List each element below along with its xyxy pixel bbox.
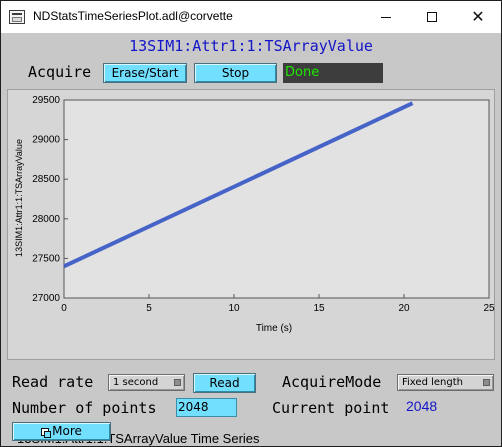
number-of-points-input[interactable]: 2048 xyxy=(176,398,237,417)
maximize-button[interactable] xyxy=(409,1,455,33)
current-point-value: 2048 xyxy=(406,398,438,414)
y-tick-label: 28500 xyxy=(32,174,60,185)
stop-button[interactable]: Stop xyxy=(194,63,277,83)
minimize-icon xyxy=(381,16,391,18)
window-stack-icon xyxy=(41,428,52,438)
acquire-status: Done xyxy=(283,63,383,83)
read-rate-label: Read rate xyxy=(12,373,94,391)
x-tick-label: 0 xyxy=(61,303,67,314)
plot-canvas: Time (s) 13SIM1:Attr1:1:TSArrayValue 0 5 1… xyxy=(14,95,495,334)
number-of-points-label: Number of points xyxy=(12,399,157,417)
document-icon xyxy=(9,10,25,24)
title-bar[interactable]: NDStatsTimeSeriesPlot.adl@corvette ✕ xyxy=(1,1,501,33)
more-label: More xyxy=(52,424,82,438)
y-tick-label: 27000 xyxy=(32,293,60,304)
x-axis-label: Time (s) xyxy=(256,323,292,334)
read-rate-select[interactable]: 1 second xyxy=(108,374,185,391)
acquire-mode-label: AcquireMode xyxy=(282,373,382,391)
maximize-icon xyxy=(427,12,437,22)
x-tick-label: 5 xyxy=(146,303,152,314)
window-title: NDStatsTimeSeriesPlot.adl@corvette xyxy=(33,9,233,23)
y-tick-label: 28000 xyxy=(32,214,60,225)
y-tick-label: 29000 xyxy=(32,135,60,146)
more-button[interactable]: More xyxy=(12,422,111,441)
x-tick-label: 10 xyxy=(228,303,240,314)
dropdown-icon xyxy=(483,379,490,386)
x-tick-label: 20 xyxy=(398,303,410,314)
series-line xyxy=(63,101,414,269)
close-button[interactable]: ✕ xyxy=(455,1,501,33)
minimize-button[interactable] xyxy=(363,1,409,33)
close-icon: ✕ xyxy=(471,7,485,26)
page-title: 13SIM1:Attr1:1:TSArrayValue xyxy=(129,37,373,55)
read-button[interactable]: Read xyxy=(193,373,256,393)
erase-start-button[interactable]: Erase/Start xyxy=(103,63,187,83)
read-rate-value: 1 second xyxy=(113,377,159,388)
x-tick-label: 15 xyxy=(313,303,325,314)
acquire-mode-value: Fixed length xyxy=(402,377,463,388)
acquire-label: Acquire xyxy=(28,63,92,81)
plot-area xyxy=(63,99,490,299)
current-point-label: Current point xyxy=(272,399,390,417)
y-tick-label: 27500 xyxy=(32,253,60,264)
time-series-plot: Time (s) 13SIM1:Attr1:1:TSArrayValue 0 5 1… xyxy=(7,89,495,446)
acquire-mode-select[interactable]: Fixed length xyxy=(397,374,494,391)
x-tick-label: 25 xyxy=(483,303,495,314)
y-tick-label: 29500 xyxy=(32,95,60,106)
y-axis-label: 13SIM1:Attr1:1:TSArrayValue xyxy=(14,139,24,257)
dropdown-icon xyxy=(174,379,181,386)
